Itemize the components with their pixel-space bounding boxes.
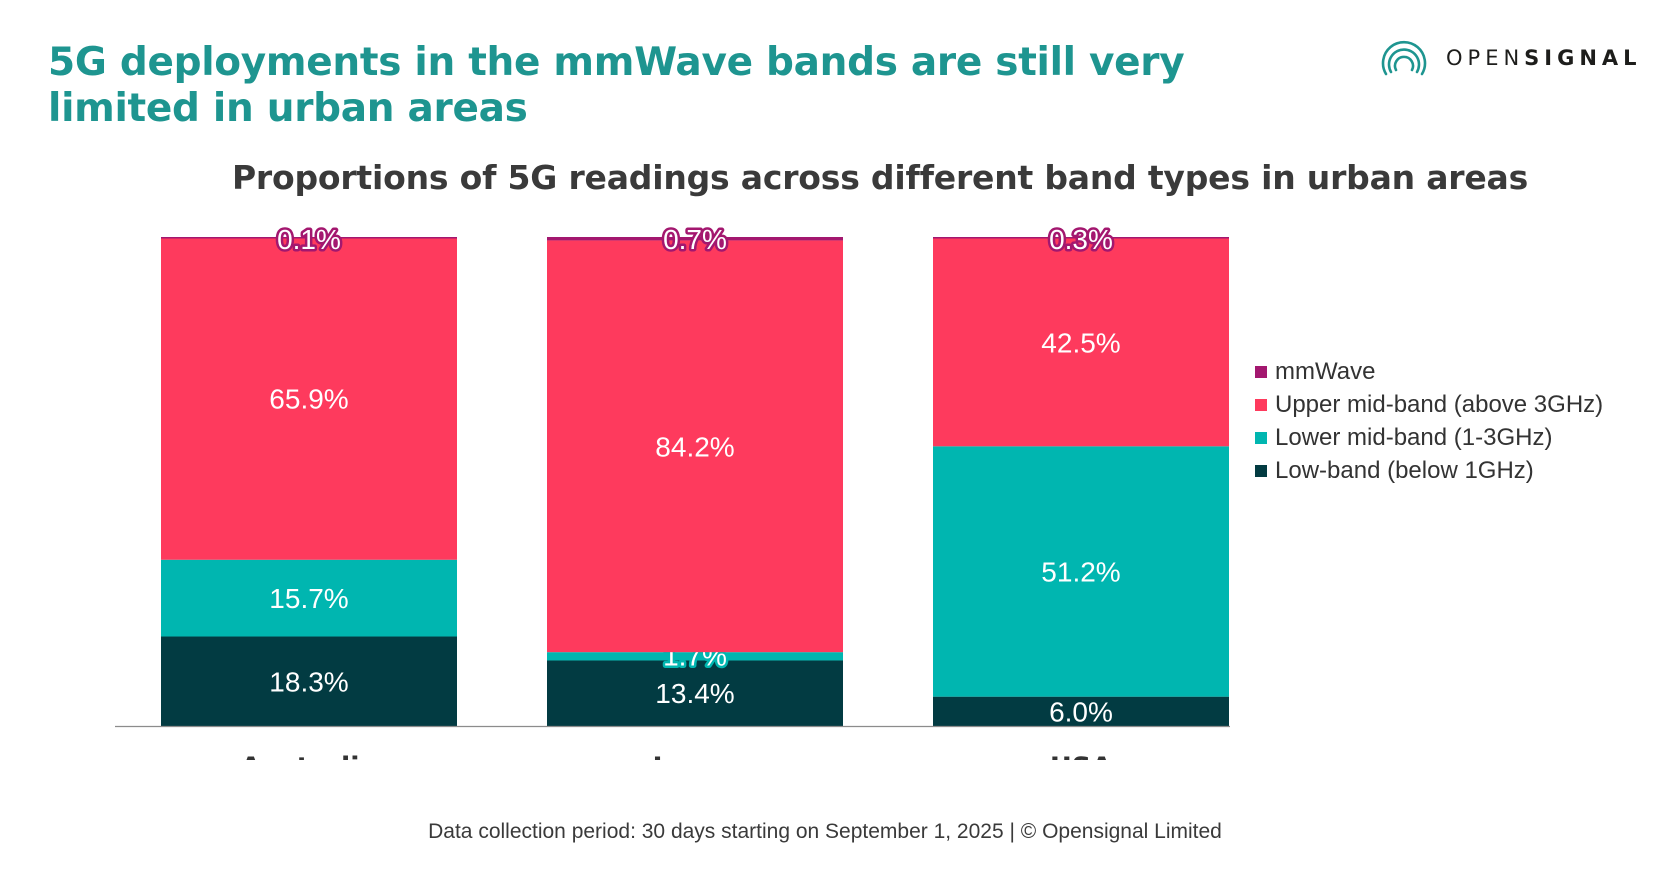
- opensignal-logo: OPENSIGNAL: [1380, 34, 1650, 84]
- data-label-australia-lower-mid-band-1-3ghz: 15.7%: [269, 583, 348, 614]
- bar-segment-usa-upper-mid-band-above-3ghz: [933, 238, 1229, 447]
- data-label-japan-upper-mid-band-above-3ghz: 84.2%: [655, 431, 734, 462]
- legend-swatch-mmwave: [1255, 365, 1267, 378]
- opensignal-wordmark: OPENSIGNAL: [1446, 46, 1642, 70]
- category-label-japan: Japan: [650, 752, 737, 760]
- bar-segment-japan-upper-mid-band-above-3ghz: [547, 240, 843, 653]
- category-label-australia: Australia: [240, 752, 377, 760]
- stacked-bar-chart: 18.3%15.7%65.9%0.1%Australia13.4%1.7%84.…: [115, 222, 1230, 760]
- legend-swatch-lower-mid-band-1-3ghz: [1255, 431, 1267, 444]
- bar-segment-australia-upper-mid-band-above-3ghz: [161, 237, 457, 560]
- bar-segment-australia-mmwave: [161, 237, 457, 239]
- legend-item-upper-mid-band-above-3ghz: Upper mid-band (above 3GHz): [1255, 388, 1603, 421]
- data-source-footer: Data collection period: 30 days starting…: [428, 820, 1222, 843]
- legend-item-mmwave: mmWave: [1255, 355, 1603, 388]
- slide-headline: 5G deployments in the mmWave bands are s…: [48, 40, 1185, 131]
- opensignal-logo-icon: [1381, 40, 1427, 76]
- legend-item-lower-mid-band-1-3ghz: Lower mid-band (1-3GHz): [1255, 421, 1603, 454]
- data-label-japan-low-band-below-1ghz: 13.4%: [655, 678, 734, 709]
- data-label-australia-mmwave: 0.1%: [277, 224, 341, 255]
- data-label-australia-upper-mid-band-above-3ghz: 65.9%: [269, 384, 348, 415]
- chart-title: Proportions of 5G readings across differ…: [231, 158, 1529, 197]
- wordmark-signal: SIGNAL: [1524, 46, 1642, 70]
- bar-segment-usa-mmwave: [933, 237, 1229, 239]
- data-label-australia-low-band-below-1ghz: 18.3%: [269, 666, 348, 697]
- bar-segment-japan-mmwave: [547, 237, 843, 241]
- chart-legend: mmWave Upper mid-band (above 3GHz) Lower m…: [1255, 355, 1603, 487]
- legend-swatch-low-band-below-1ghz: [1255, 464, 1267, 477]
- bar-segment-usa-low-band-below-1ghz: [933, 696, 1229, 726]
- data-label-japan-mmwave: 0.7%: [663, 224, 727, 255]
- data-label-usa-mmwave: 0.3%: [1049, 224, 1113, 255]
- legend-item-low-band-below-1ghz: Low-band (below 1GHz): [1255, 454, 1603, 487]
- legend-label-lower-mid-band-1-3ghz: Lower mid-band (1-3GHz): [1275, 423, 1553, 451]
- legend-label-low-band-below-1ghz: Low-band (below 1GHz): [1275, 456, 1534, 484]
- data-label-usa-upper-mid-band-above-3ghz: 42.5%: [1041, 327, 1120, 358]
- legend-label-upper-mid-band-above-3ghz: Upper mid-band (above 3GHz): [1275, 390, 1604, 418]
- legend-swatch-upper-mid-band-above-3ghz: [1255, 398, 1267, 411]
- bar-segment-japan-lower-mid-band-1-3ghz: [547, 652, 843, 661]
- bar-segment-australia-lower-mid-band-1-3ghz: [161, 559, 457, 637]
- bar-segment-australia-low-band-below-1ghz: [161, 636, 457, 726]
- data-label-usa-low-band-below-1ghz: 6.0%: [1049, 696, 1113, 727]
- bar-segment-usa-lower-mid-band-1-3ghz: [933, 446, 1229, 697]
- category-label-usa: USA: [1050, 752, 1112, 760]
- legend-label-mmwave: mmWave: [1275, 357, 1376, 385]
- wordmark-open: OPEN: [1446, 46, 1525, 70]
- bar-segment-japan-low-band-below-1ghz: [547, 660, 843, 726]
- data-label-usa-lower-mid-band-1-3ghz: 51.2%: [1041, 556, 1120, 587]
